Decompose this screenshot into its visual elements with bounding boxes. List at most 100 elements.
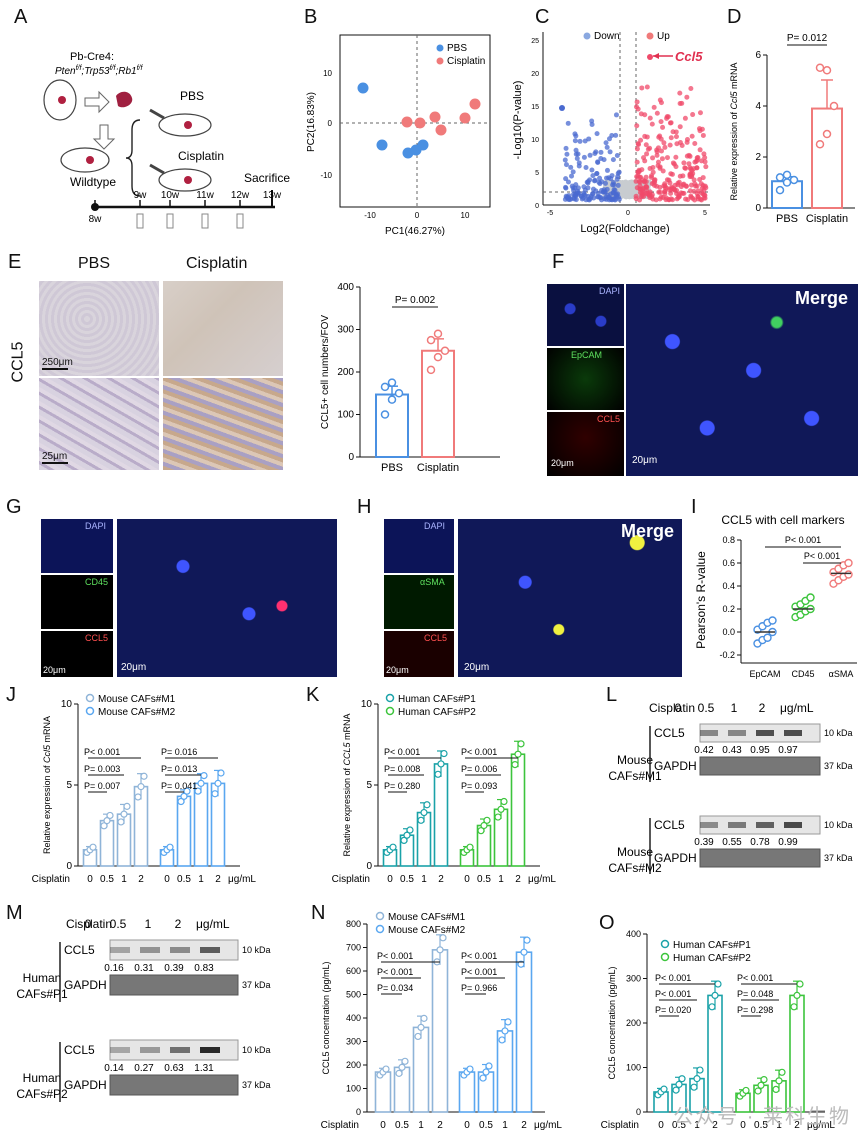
data-point <box>387 378 397 387</box>
data-point <box>630 181 636 187</box>
data-point <box>687 153 693 159</box>
tick-label: 0 <box>66 861 72 872</box>
data-point <box>498 1036 506 1044</box>
tick-label: 200 <box>626 1018 641 1028</box>
category-label: 1 <box>418 1120 424 1131</box>
blot-band-gapdh <box>699 848 821 868</box>
column-label: PBS <box>78 255 111 272</box>
mouse-label: Pb-Cre4: <box>70 51 114 63</box>
p-value: P= 0.008 <box>384 764 420 774</box>
data-point <box>517 960 525 968</box>
data-point <box>520 948 528 956</box>
dose-label: 0 <box>85 917 92 931</box>
x-row-label: Cisplatin <box>32 874 70 885</box>
bar <box>515 951 533 1113</box>
tick-label: 0 <box>636 1107 641 1117</box>
data-point <box>638 111 644 117</box>
data-point <box>598 155 604 161</box>
cell-line-label: Human <box>23 971 62 985</box>
blot-band-gapdh <box>109 1074 239 1096</box>
data-point <box>673 164 679 170</box>
data-point <box>647 115 653 121</box>
data-point <box>624 194 630 200</box>
p-value: P< 0.001 <box>655 989 691 999</box>
bar <box>789 994 805 1113</box>
data-point <box>614 153 620 159</box>
blot-lane <box>170 1047 190 1053</box>
panel-c: C 0 5 10 15 20 25 -5 0 5 Log2(Foldchange) -Log10… <box>505 0 715 240</box>
data-point <box>573 147 579 153</box>
data-point <box>675 180 681 186</box>
data-point <box>622 182 628 188</box>
data-point <box>610 157 616 163</box>
data-point <box>511 760 519 769</box>
data-point <box>217 769 225 777</box>
tick-label: 200 <box>337 367 354 378</box>
tick-label: 200 <box>346 1060 361 1070</box>
data-point <box>668 196 674 202</box>
data-point <box>586 136 592 142</box>
data-point <box>677 140 683 146</box>
data-point <box>668 135 674 141</box>
p-value: P= 0.966 <box>461 983 497 993</box>
legend-entry: Human CAFs#P1 <box>398 694 476 705</box>
data-point <box>694 157 700 163</box>
quant-value: 0.83 <box>194 963 214 974</box>
if-merge-image: Merge 20μm <box>457 518 683 678</box>
panel-e: E PBS Cisplatin CCL5 250μm 25μm 0 100 200 3… <box>0 245 540 485</box>
ihc-image-pbs-low <box>38 280 160 377</box>
data-point <box>500 797 508 806</box>
data-point <box>137 783 145 791</box>
data-point <box>583 165 589 171</box>
tick-label: 2 <box>755 152 761 163</box>
y-axis-label: Relative expression of CCL5 mRNA <box>342 713 352 856</box>
data-point <box>664 115 670 121</box>
syringe-icon <box>136 213 144 229</box>
data-point <box>611 187 617 193</box>
syringe-icon <box>236 213 244 229</box>
data-point <box>657 97 663 103</box>
if-channel-dapi: DAPI <box>383 518 455 574</box>
tick-label: 300 <box>626 974 641 984</box>
y-axis-label: CCL5+ cell numbers/FOV <box>320 315 331 430</box>
ihc-image-cis-low <box>162 280 284 377</box>
category-label: PBS <box>381 462 403 474</box>
data-point <box>437 760 445 768</box>
data-point <box>401 1057 409 1065</box>
data-point <box>477 827 485 835</box>
data-point <box>699 158 705 164</box>
data-point <box>703 185 709 191</box>
blot-lane <box>756 822 774 828</box>
data-point <box>436 946 444 954</box>
quant-value: 0.31 <box>134 963 154 974</box>
data-point <box>647 145 653 151</box>
tick-label: 0 <box>535 203 539 210</box>
timeline-week: 10w <box>161 190 180 201</box>
cell-line-label: Mouse <box>617 845 653 859</box>
unit-label: μg/mL <box>534 1120 562 1131</box>
tick-label: 10 <box>61 699 73 710</box>
data-point <box>829 101 839 111</box>
data-point <box>429 111 441 123</box>
data-point <box>667 142 673 148</box>
data-point <box>211 790 219 798</box>
data-point <box>666 187 672 193</box>
data-point <box>594 131 600 137</box>
data-point <box>420 1014 428 1022</box>
if-channel-asma: αSMA <box>383 574 455 630</box>
category-label: αSMA <box>829 669 854 679</box>
panel-d: D 0 2 4 6 PBS Cisplatin P= 0.012 Relative expre… <box>715 0 865 240</box>
watermark: 公众号 · 莱科生物 <box>673 1106 851 1128</box>
dose-label: 2 <box>759 701 766 715</box>
svg-text:0: 0 <box>328 119 333 128</box>
data-point <box>577 138 583 144</box>
cell-line-label: Mouse <box>617 753 653 767</box>
tick-label: 100 <box>626 1063 641 1073</box>
data-point <box>681 160 687 166</box>
tick-label: 300 <box>346 1037 361 1047</box>
data-point <box>675 1080 683 1089</box>
blot-band-gapdh <box>109 974 239 996</box>
data-point <box>683 183 689 189</box>
unit-label: μg/mL <box>196 917 230 931</box>
bar <box>431 949 449 1113</box>
